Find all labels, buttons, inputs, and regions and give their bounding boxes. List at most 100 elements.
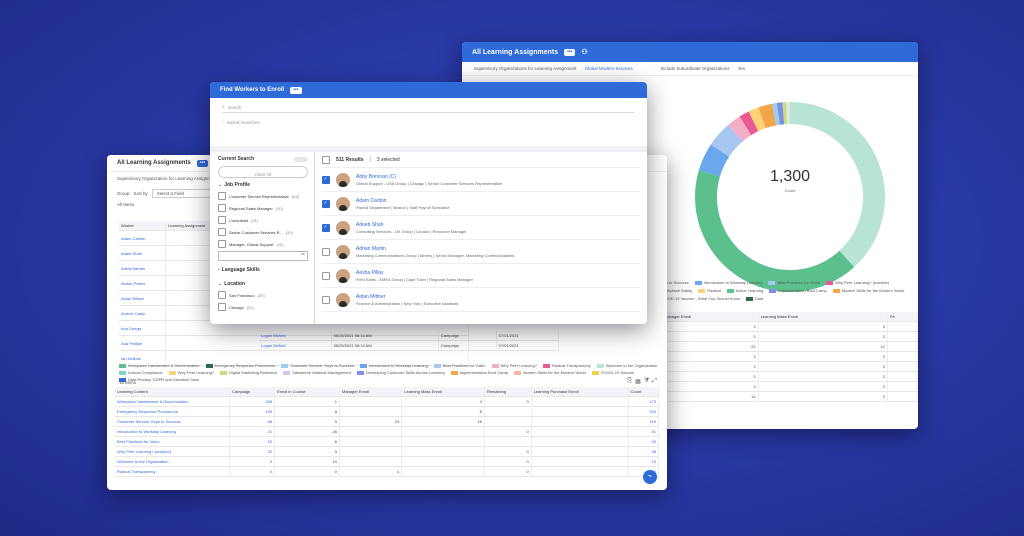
bottom-table-header[interactable]: Learning Mass Enroll	[401, 387, 485, 397]
cell-mgr[interactable]: Logan McNeil	[259, 331, 332, 341]
worker-link[interactable]: Aedan Peters	[119, 275, 166, 291]
field-select[interactable]: Select a Field	[151, 189, 212, 198]
legend-item[interactable]: Workplace Harassment & Discrimination	[119, 363, 200, 368]
fullscreen-icon[interactable]: ⤢	[652, 378, 657, 384]
worker-result-row[interactable]: Adrian Martin Marketing Communications Gr…	[322, 240, 640, 264]
table-cell[interactable]: 16	[628, 436, 660, 447]
back-table-header[interactable]: Learning Mass Enroll	[758, 312, 888, 322]
legend-item[interactable]: Implementation Boot Camp	[769, 288, 827, 293]
learning-content-link[interactable]: Introduction to Workday Learning	[115, 426, 230, 437]
worker-result-row[interactable]: Abby Brennan (C)Global Support - USA Gro…	[322, 168, 640, 192]
dialog-menu-chip[interactable]: •••	[290, 86, 302, 94]
filter-icon[interactable]: ⧩	[643, 378, 650, 384]
legend-item[interactable]: Introduction to Workday Learning	[360, 363, 428, 368]
donut-slice[interactable]	[710, 124, 743, 157]
back-table-header[interactable]: Manager Enroll	[662, 312, 759, 322]
table-cell[interactable]: 10	[628, 456, 660, 467]
legend-item[interactable]: Salesforce Material Management	[283, 370, 351, 375]
table-cell[interactable]: 119	[628, 416, 660, 427]
search-input[interactable]: search	[227, 104, 242, 110]
legend-item[interactable]: Best Practices for Video	[768, 280, 820, 285]
donut-slice[interactable]	[695, 170, 855, 292]
learning-content-link[interactable]: Emergency Response Procedures	[115, 406, 230, 417]
legend-item[interactable]: Implementation Boot Camp	[450, 370, 508, 375]
legend-item[interactable]: Customer Service: Keys to Success	[281, 363, 354, 368]
worker-link[interactable]: Ava Ortega	[119, 320, 166, 336]
donut-slice[interactable]	[739, 111, 759, 136]
learning-content-link[interactable]: Customer Service: Keys to Success	[115, 416, 230, 427]
worker-name[interactable]: Adrian Martin	[356, 245, 386, 252]
job-option[interactable]: Consultant (21)	[218, 216, 308, 224]
legend-item[interactable]: Annual Compliance	[119, 370, 163, 375]
chat-button[interactable]: ⌁	[643, 470, 657, 484]
checkbox[interactable]	[218, 204, 226, 212]
legend-item[interactable]: Introduction to Workday Learning	[694, 280, 762, 285]
cell-mgr[interactable]: Logan McNeil	[259, 340, 332, 351]
location-header[interactable]: ⌄ Location	[218, 281, 308, 287]
table-cell[interactable]: 41	[628, 426, 660, 437]
language-skills-header[interactable]: › Language Skills	[218, 267, 308, 273]
legend-item[interactable]: Radical	[698, 288, 721, 293]
bottom-table-header[interactable]: Learning Content	[115, 387, 230, 397]
worker-name[interactable]: Adam Carlton	[356, 197, 387, 204]
legend-item[interactable]: Active Learning	[726, 288, 763, 293]
table-cell[interactable]: 173	[628, 396, 660, 407]
location-option[interactable]: San Francisco (20)	[218, 291, 308, 299]
worker-link[interactable]: Adam Carlton	[119, 230, 166, 246]
clear-all-button[interactable]: Clear All	[218, 166, 308, 178]
worker-name[interactable]: Aidan Mittner	[356, 293, 386, 300]
legend-item[interactable]: Digital Marketing Research	[220, 370, 277, 375]
worker-result-row[interactable]: Aidan Mittner Finance & Administration | …	[322, 288, 640, 312]
worker-result-row[interactable]: Aesha Pillay Field Sales - EMEA Group | C…	[322, 264, 640, 288]
grid-icon[interactable]: ▦	[635, 379, 641, 385]
learning-content-link[interactable]: Why Peer Learning? (Inactive)	[115, 446, 230, 457]
sup-org-value[interactable]: Global Modern Services	[584, 66, 633, 71]
legend-item[interactable]: Modern Skills for the Modern World	[832, 288, 904, 293]
legend-item[interactable]: Developing Customer Skills Across Learni…	[356, 370, 445, 375]
worker-checkbox[interactable]	[322, 247, 330, 256]
legend-item[interactable]: Why Peer Learning? (Inactive)	[826, 280, 889, 285]
worker-link[interactable]: Ada Phillipe	[119, 335, 166, 351]
bottom-table-header[interactable]: Learning Purchase Enroll	[531, 387, 629, 397]
export-icon[interactable]: ⎘	[627, 378, 633, 384]
worker-checkbox[interactable]	[322, 223, 330, 232]
legend-item[interactable]: Data Privacy, GDPR and Sensitive Data	[119, 377, 199, 382]
toggle-switch[interactable]	[294, 156, 308, 162]
checkbox[interactable]	[218, 192, 226, 200]
worker-name[interactable]: Aesha Pillay	[356, 269, 384, 276]
front-report-menu-chip[interactable]: •••	[196, 159, 209, 167]
donut-slice[interactable]	[776, 102, 785, 125]
bottom-table-header[interactable]: Enroll in Course	[274, 387, 340, 397]
donut-slice[interactable]	[758, 103, 777, 129]
saved-searches-row[interactable]: › Saved Searches	[222, 119, 635, 125]
learning-content-link[interactable]: Radical Transparency	[115, 466, 230, 477]
legend-item[interactable]: COVID-19 Vaccine	[591, 370, 634, 375]
worker-link[interactable]: Aidan Wilson	[119, 290, 166, 306]
job-option[interactable]: Senior Customer Services R... (20)	[218, 228, 308, 236]
legend-item[interactable]: Radical Transparency	[542, 363, 591, 368]
worker-link[interactable]: Adela Barnes	[119, 260, 166, 276]
table-cell[interactable]: 325	[628, 406, 660, 417]
learning-content-link[interactable]: Welcome to the Organization	[115, 456, 230, 467]
worker-link[interactable]: Ian DeBots	[119, 350, 166, 366]
worker-checkbox[interactable]	[322, 175, 330, 184]
bottom-table-header[interactable]: Campaign	[229, 387, 276, 397]
share-icon[interactable]: ⚇	[581, 49, 588, 56]
worker-checkbox[interactable]	[322, 295, 330, 304]
job-option[interactable]: Regional Sales Manager (20)	[218, 204, 308, 212]
bottom-table-header[interactable]: Manager Enroll	[339, 387, 403, 397]
worker-checkbox[interactable]	[322, 271, 330, 280]
legend-item[interactable]: Emergency Response Procedures	[205, 363, 275, 368]
donut-slice[interactable]	[789, 102, 885, 267]
back-table-header[interactable]: Pe	[887, 312, 918, 322]
checkbox[interactable]	[218, 303, 226, 311]
worker-checkbox[interactable]	[322, 199, 330, 208]
legend-item[interactable]: Welcome to the Organization	[596, 363, 657, 368]
legend-item[interactable]: Modern Skills for the Modern World	[514, 370, 586, 375]
job-option[interactable]: Customer Service Representative (54)	[218, 192, 308, 200]
facet-search-input[interactable]: ☰	[218, 251, 308, 261]
job-profile-header[interactable]: ⌄ Job Profile	[218, 182, 308, 188]
legend-item[interactable]: Best Practices for Video	[433, 363, 486, 368]
